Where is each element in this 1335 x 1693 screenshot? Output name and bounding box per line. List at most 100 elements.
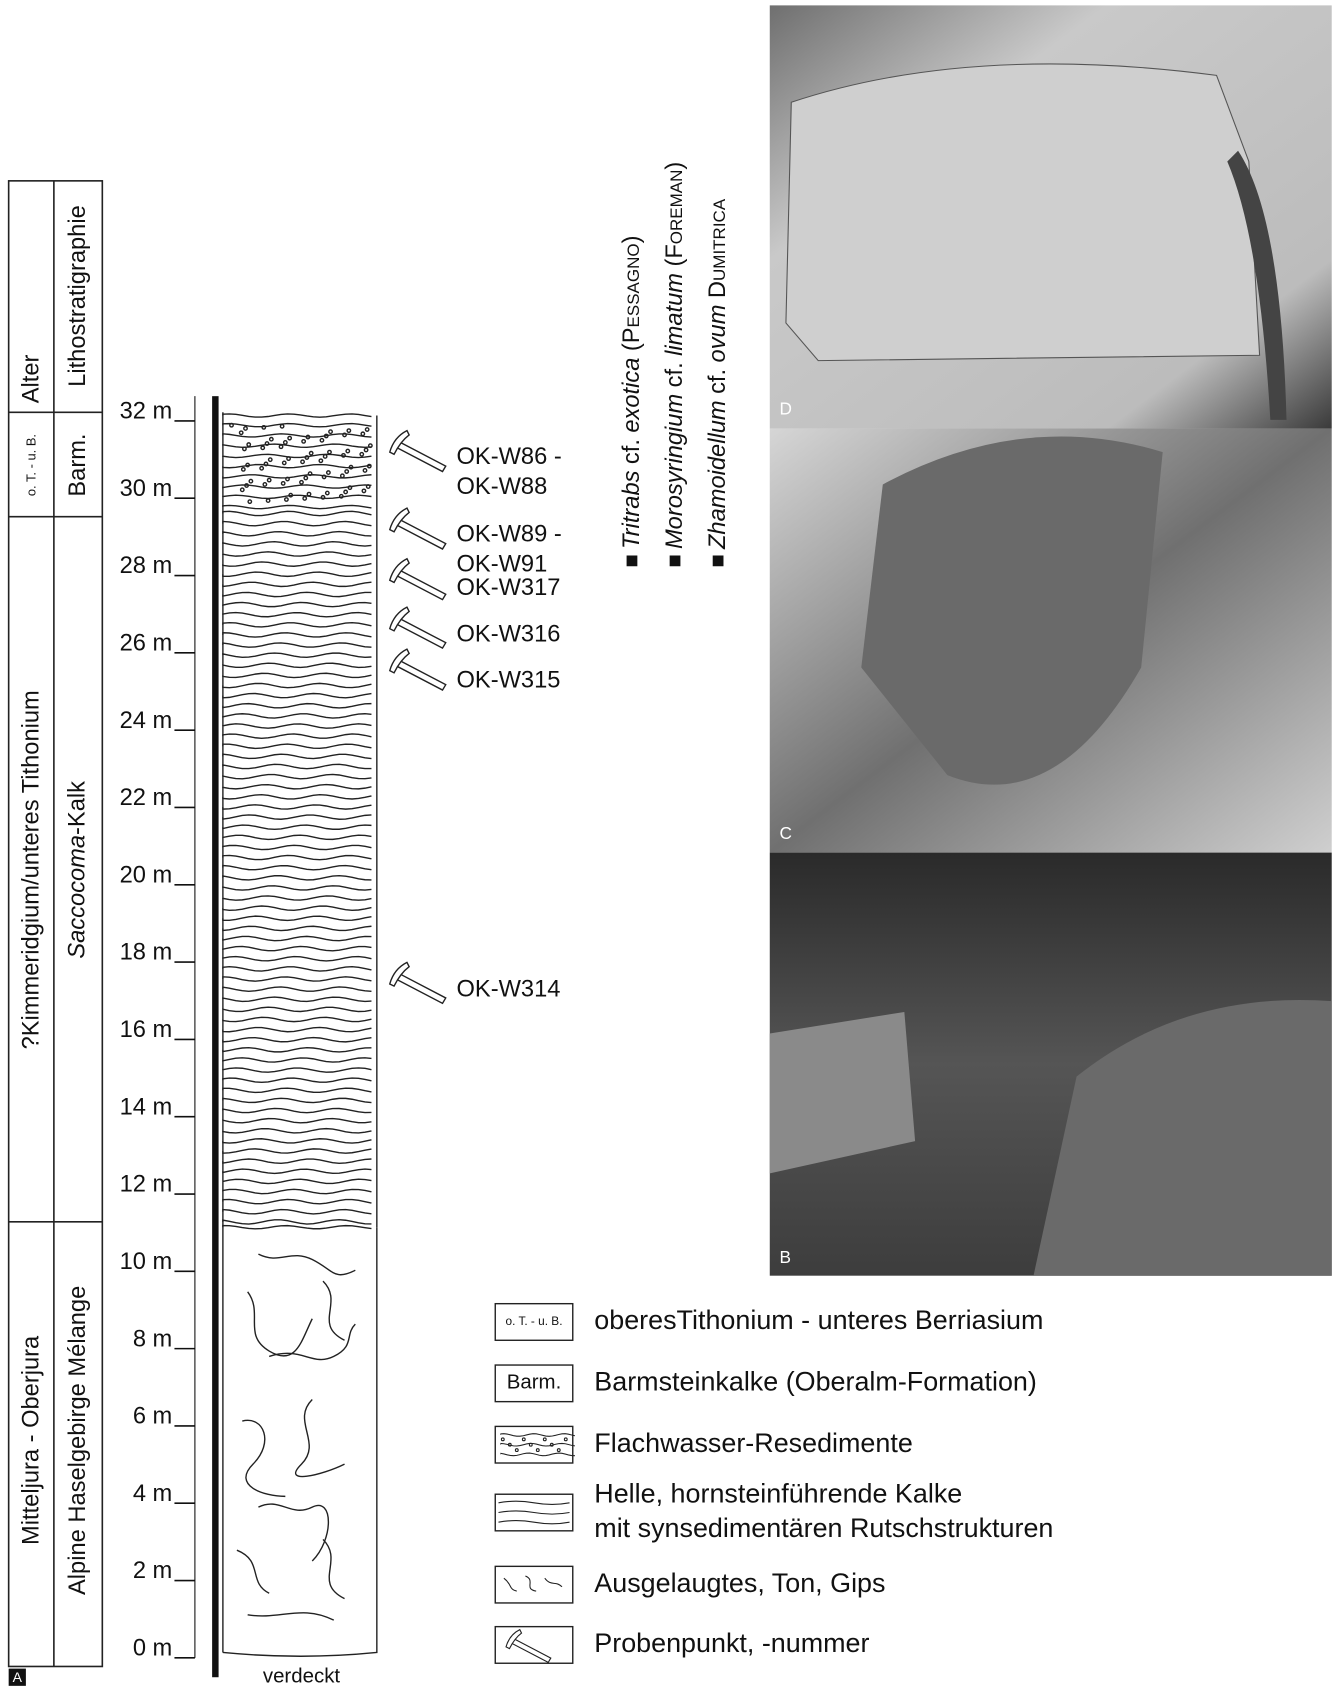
- layer: [223, 602, 372, 606]
- author: (Pessagno): [619, 236, 645, 352]
- covered-label: verdeckt: [263, 1665, 341, 1688]
- layer: [223, 855, 372, 859]
- qualifier: cf.: [705, 369, 731, 394]
- litho-label: Barm.: [65, 433, 91, 496]
- grain: [347, 429, 350, 432]
- layer: [223, 572, 372, 576]
- grain: [304, 476, 307, 479]
- layer: [223, 633, 372, 637]
- layer: [223, 613, 372, 617]
- grain: [247, 443, 250, 446]
- layer: [223, 1220, 372, 1224]
- grain: [320, 439, 323, 442]
- top-line: [223, 414, 372, 417]
- grain: [279, 445, 282, 448]
- hammer-handle: [395, 660, 446, 690]
- taxon: Tritrabscf.exotica(Pessagno): [619, 236, 645, 550]
- grain: [327, 471, 330, 474]
- species: limatum: [662, 273, 688, 356]
- photos: [770, 5, 1332, 1275]
- squiggle: [248, 1613, 334, 1620]
- layer: [223, 926, 372, 930]
- grain: [263, 483, 266, 486]
- grain: [288, 436, 291, 439]
- litho-label: Saccocoma-Kalk: [65, 781, 91, 959]
- panel-label: A: [13, 1669, 23, 1685]
- genus: Morosyringium: [662, 394, 688, 549]
- depth-label: 16 m: [120, 1017, 173, 1043]
- layer: [223, 582, 372, 586]
- layer: [223, 623, 372, 627]
- depth-label: 22 m: [120, 785, 173, 811]
- squiggle: [258, 1504, 328, 1561]
- grain: [360, 453, 363, 456]
- layer: [223, 1108, 372, 1112]
- layer: [223, 785, 372, 789]
- layer: [223, 1139, 372, 1143]
- legend-label: mit synsedimentären Rutschstrukturen: [594, 1513, 1053, 1543]
- age-label: ?Kimmeridgium/unteres Tithonium: [19, 690, 45, 1049]
- squiggle: [248, 1292, 313, 1356]
- grain: [286, 477, 289, 480]
- layer: [223, 764, 372, 768]
- grain: [361, 432, 364, 435]
- legend-label: Ausgelaugtes, Ton, Gips: [594, 1568, 885, 1598]
- photo-label: C: [779, 823, 791, 843]
- depth-label: 18 m: [120, 940, 173, 966]
- grain: [341, 474, 344, 477]
- hammer-icon: [390, 559, 446, 600]
- layer: [223, 643, 372, 647]
- base-line: [223, 1226, 372, 1229]
- axis-bar: [212, 396, 218, 1677]
- hammer-handle: [395, 569, 446, 599]
- grain: [344, 490, 347, 493]
- grain: [280, 425, 283, 428]
- col-header: Lithostratigraphie: [65, 205, 91, 387]
- squiggle: [296, 1399, 345, 1476]
- layer: [223, 683, 372, 687]
- layer: [223, 876, 372, 880]
- sample-label: OK-W89 -: [457, 521, 562, 547]
- layer: [223, 977, 372, 981]
- grain: [284, 441, 287, 444]
- layer: [223, 694, 372, 698]
- legend-box: [495, 1566, 573, 1603]
- layer: [223, 495, 372, 498]
- layer: [223, 552, 372, 556]
- depth-label: 20 m: [120, 862, 173, 888]
- layer: [223, 521, 372, 525]
- layer: [223, 896, 372, 900]
- grain: [285, 498, 288, 501]
- grain: [322, 475, 325, 478]
- layer: [223, 744, 372, 748]
- depth-label: 30 m: [120, 476, 173, 502]
- legend-symbol: o. T. - u. B.: [506, 1314, 563, 1328]
- layer: [223, 987, 372, 991]
- grain: [261, 446, 264, 449]
- layer: [223, 704, 372, 708]
- layer: [223, 835, 372, 839]
- litho-rest: -Kalk: [65, 781, 91, 835]
- grain: [242, 468, 245, 471]
- layer: [223, 511, 372, 515]
- grain: [343, 433, 346, 436]
- grain: [281, 482, 284, 485]
- grain: [301, 460, 304, 463]
- layer: [223, 1189, 372, 1193]
- grain: [269, 458, 272, 461]
- grain: [300, 481, 303, 484]
- legend-label: Barmsteinkalke (Oberalm-Formation): [594, 1366, 1037, 1396]
- depth-label: 24 m: [120, 708, 173, 734]
- squiggle: [269, 1324, 355, 1359]
- sample-label: OK-W316: [457, 621, 561, 647]
- generated: 0 m2 m4 m6 m8 m10 m12 m14 m16 m18 m20 m2…: [120, 399, 562, 1662]
- layer: [223, 1038, 372, 1042]
- grain: [308, 472, 311, 475]
- grain: [270, 438, 273, 441]
- legend-label: oberesTithonium - unteres Berriasium: [594, 1305, 1043, 1335]
- legend-label: Helle, hornsteinführende Kalke: [594, 1478, 962, 1508]
- grain: [329, 430, 332, 433]
- layer: [223, 1048, 372, 1052]
- depth-label: 6 m: [133, 1404, 172, 1430]
- bullet: [627, 555, 638, 566]
